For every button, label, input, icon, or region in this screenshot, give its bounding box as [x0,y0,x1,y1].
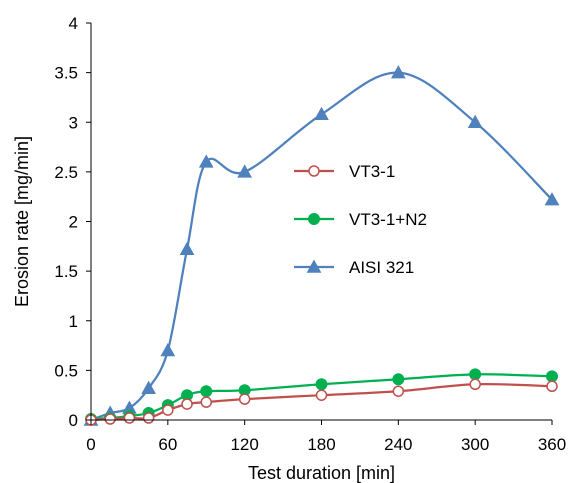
data-point-aisi-321 [198,154,214,168]
data-point-aisi-321 [314,106,329,121]
x-tick-label: 240 [384,435,412,454]
data-point-vt3-1 [546,380,558,393]
data-point-aisi-321 [544,192,560,206]
x-tick-label: 60 [158,435,177,454]
data-point-vt3-1-n2 [392,373,405,386]
data-point-aisi-321 [179,241,195,255]
y-tick-label: 2.5 [54,163,78,182]
x-tick-label: 180 [307,435,335,454]
data-point-vt3-1 [181,398,193,410]
ticks-layer: 0 0.5 1 1.5 2 2.5 3 3.5 4 0 60 120 180 240 300 360 [54,14,566,454]
legend-label-vt3-1: VT3-1 [349,162,395,181]
y-tick-label: 2 [69,213,78,232]
series-line-aisi-321 [90,71,553,422]
series-vt3-1 [85,378,558,426]
data-point-vt3-1-n2 [200,385,213,398]
data-point-vt3-1 [142,412,155,424]
series-layer [83,65,560,426]
data-point-vt3-1 [162,404,174,416]
legend: VT3-1 VT3-1+N2 AISI 321 [294,162,427,277]
data-point-vt3-1 [469,378,481,391]
data-point-aisi-321 [141,380,156,394]
legend-label-aisi-321: AISI 321 [349,258,414,277]
data-point-vt3-1 [238,393,251,405]
legend-marker-vt3-1-n2 [308,213,320,225]
x-tick-label: 360 [538,435,566,454]
y-tick-label: 4 [69,14,78,33]
legend-marker-aisi-321 [306,259,322,273]
legend-label-vt3-1-n2: VT3-1+N2 [349,210,427,229]
x-tick-label: 0 [86,435,95,454]
data-point-vt3-1 [104,413,116,425]
legend-entry-vt3-1: VT3-1 [294,162,395,181]
series-aisi-321 [83,65,560,426]
y-tick-label: 0.5 [54,361,78,380]
y-tick-label: 1 [69,312,78,331]
legend-entry-aisi-321: AISI 321 [294,258,414,277]
data-point-vt3-1 [392,385,405,397]
data-point-aisi-321 [160,342,176,357]
axes-layer [90,23,552,421]
x-tick-label: 300 [461,435,489,454]
data-point-vt3-1-n2 [469,368,482,381]
y-tick-label: 3 [69,113,78,132]
data-point-vt3-1 [200,396,212,408]
data-point-vt3-1-n2 [315,378,328,391]
x-tick-label: 120 [230,435,258,454]
data-point-vt3-1-n2 [546,370,558,383]
data-point-aisi-321 [237,164,253,178]
legend-marker-vt3-1 [308,165,320,177]
data-point-vt3-1 [123,412,136,424]
y-axis-title: Erosion rate [mg/min] [12,136,32,307]
y-tick-label: 0 [69,411,78,430]
x-axis-title: Test duration [min] [248,463,395,483]
data-point-vt3-1 [315,389,328,401]
legend-entry-vt3-1-n2: VT3-1+N2 [294,210,427,229]
data-point-aisi-321 [467,114,483,128]
data-point-aisi-321 [390,65,406,79]
y-tick-label: 3.5 [54,64,78,83]
y-tick-label: 1.5 [54,262,78,281]
